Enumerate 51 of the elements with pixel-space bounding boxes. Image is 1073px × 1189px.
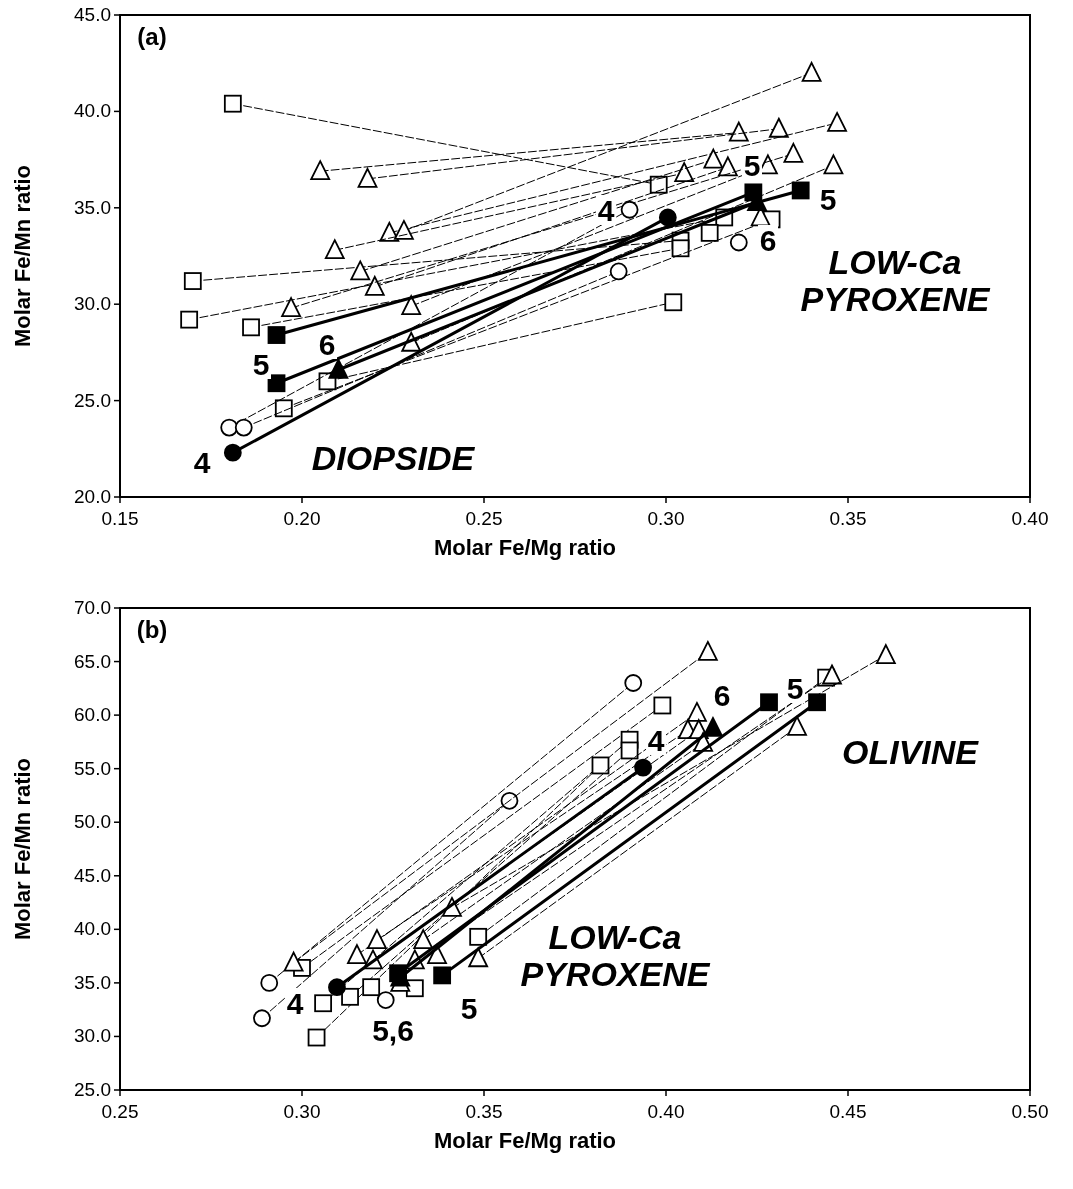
- annotation: DIOPSIDE: [311, 439, 476, 478]
- x-tick-label: 0.40: [647, 1101, 685, 1122]
- y-axis-title: Molar Fe/Mn ratio: [10, 164, 35, 348]
- y-tick-label: 50.0: [74, 811, 111, 833]
- annotation: 4: [647, 723, 665, 757]
- annotation: 4: [597, 193, 615, 227]
- x-axis-title: Molar Fe/Mg ratio: [433, 535, 617, 560]
- annotation: OLIVINE: [841, 733, 980, 772]
- y-axis-title: Molar Fe/Mn ratio: [10, 757, 35, 941]
- y-tick-label: 70.0: [74, 597, 111, 618]
- annotation: 4: [286, 986, 304, 1020]
- annotation: 6: [759, 223, 777, 257]
- x-tick-label: 0.40: [1011, 508, 1049, 529]
- annotation: 5: [786, 671, 804, 705]
- x-tick-label: 0.30: [283, 1101, 321, 1122]
- annotation: 5: [819, 182, 837, 216]
- y-tick-label: 65.0: [74, 650, 111, 672]
- annotation: 5: [743, 148, 761, 182]
- annotation: 6: [713, 678, 731, 712]
- y-tick-label: 45.0: [74, 864, 111, 886]
- y-tick-label: 30.0: [74, 293, 111, 315]
- x-axis-title: Molar Fe/Mg ratio: [433, 1128, 617, 1153]
- y-tick-label: 45.0: [74, 4, 111, 25]
- x-tick-label: 0.30: [647, 508, 685, 529]
- x-tick-label: 0.35: [465, 1101, 503, 1122]
- annotation: (b): [136, 616, 168, 643]
- x-tick-label: 0.35: [829, 508, 867, 529]
- x-tick-label: 0.45: [829, 1101, 867, 1122]
- annotation: 6: [318, 327, 336, 361]
- annotation: 5: [252, 347, 270, 381]
- y-tick-label: 30.0: [74, 1025, 111, 1047]
- x-tick-label: 0.50: [1011, 1101, 1049, 1122]
- y-tick-label: 55.0: [74, 757, 111, 779]
- annotation: (a): [137, 23, 167, 50]
- annotation: LOW-Ca PYROXENE: [520, 917, 711, 993]
- y-tick-label: 40.0: [74, 918, 111, 940]
- y-tick-label: 35.0: [74, 196, 111, 218]
- x-tick-label: 0.20: [283, 508, 321, 529]
- x-tick-label: 0.15: [101, 508, 139, 529]
- annotation: 5,6: [372, 1013, 414, 1047]
- annotation: LOW-Ca PYROXENE: [800, 242, 991, 318]
- y-tick-label: 25.0: [74, 389, 111, 411]
- annotation: 4: [193, 445, 211, 479]
- y-tick-label: 40.0: [74, 100, 111, 122]
- x-tick-label: 0.25: [101, 1101, 139, 1122]
- x-tick-label: 0.25: [465, 508, 503, 529]
- annotation: 5: [460, 991, 478, 1025]
- y-tick-label: 20.0: [74, 486, 111, 507]
- y-tick-label: 35.0: [74, 971, 111, 993]
- y-tick-label: 60.0: [74, 704, 111, 726]
- y-tick-label: 25.0: [74, 1079, 111, 1100]
